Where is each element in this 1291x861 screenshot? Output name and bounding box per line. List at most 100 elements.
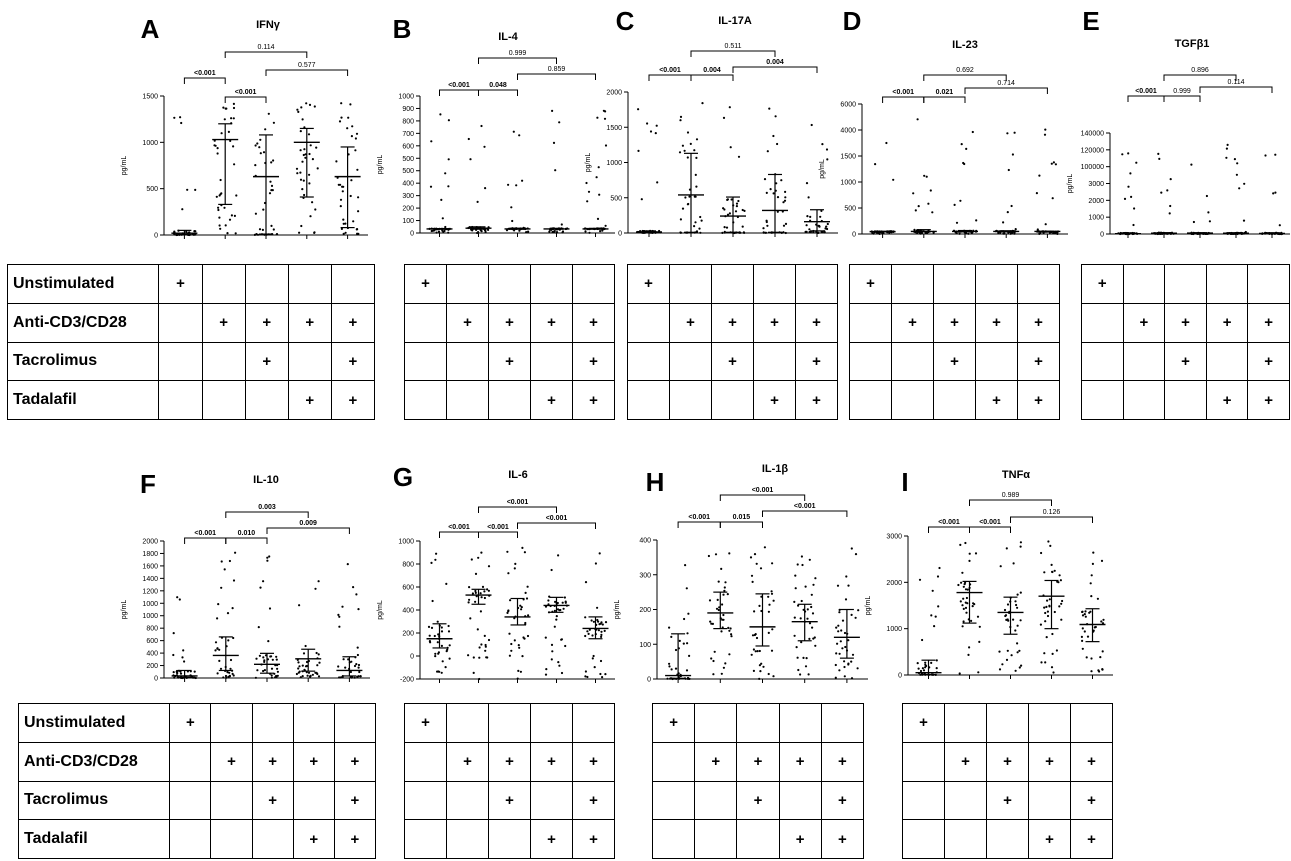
data-point: [758, 664, 762, 667]
data-point: [674, 667, 678, 670]
data-point: [1043, 571, 1046, 574]
data-point: [298, 231, 301, 234]
condition-cell: +: [333, 819, 377, 859]
data-point: [350, 135, 353, 138]
data-point: [272, 121, 275, 124]
bracket-line: [266, 527, 350, 534]
data-point: [551, 230, 554, 234]
data-point: [478, 677, 481, 681]
data-point: [766, 150, 769, 153]
condition-cell: +: [292, 819, 335, 859]
data-point: [808, 558, 811, 561]
data-point: [339, 183, 342, 186]
data-point: [753, 610, 756, 613]
condition-cell: +: [404, 264, 447, 304]
data-point: [962, 597, 965, 600]
data-point: [597, 629, 601, 632]
data-point: [679, 115, 683, 118]
condition-cell: [694, 703, 738, 743]
data-point: [1040, 661, 1043, 664]
data-point: [357, 196, 360, 199]
p-value-label: 0.999: [1173, 88, 1191, 95]
data-point: [338, 625, 341, 628]
data-point: [1016, 593, 1019, 596]
data-point: [340, 227, 343, 230]
data-point: [734, 210, 738, 213]
data-point: [315, 651, 318, 655]
data-point: [262, 580, 265, 583]
condition-row-label: Tadalafil: [17, 819, 171, 859]
data-point: [303, 148, 306, 151]
group-1-points: [636, 108, 662, 234]
condition-cell: +: [1070, 819, 1113, 859]
data-point: [1091, 562, 1094, 566]
data-point: [1046, 614, 1050, 618]
group-5-points: [1080, 551, 1105, 673]
data-point: [175, 233, 178, 236]
data-point: [723, 586, 726, 589]
data-point: [474, 589, 477, 593]
data-point: [686, 156, 689, 159]
y-axis-label: pg/mL: [614, 600, 621, 620]
data-point: [931, 589, 934, 592]
data-point: [258, 146, 261, 149]
condition-cell: [530, 780, 573, 821]
data-point: [270, 161, 273, 164]
data-point: [555, 231, 558, 234]
data-point: [436, 620, 439, 623]
condition-cell: +: [694, 741, 738, 782]
data-point: [468, 586, 471, 589]
y-tick-label: 400: [146, 651, 158, 658]
data-point: [342, 658, 345, 661]
condition-row: +: [627, 264, 838, 304]
data-point: [737, 155, 741, 158]
condition-cell: [404, 741, 447, 782]
condition-row: + +: [849, 380, 1060, 420]
data-point: [1160, 191, 1163, 194]
data-point: [301, 675, 304, 678]
data-point: [560, 638, 564, 641]
data-point: [1205, 194, 1208, 198]
condition-cell: +: [1247, 302, 1290, 343]
y-tick-label: 900: [402, 106, 414, 113]
data-point: [707, 554, 711, 558]
data-point: [180, 121, 183, 125]
data-point: [222, 106, 225, 109]
group-5-points: [1261, 153, 1283, 236]
bracket-line: [690, 50, 776, 57]
data-point: [338, 120, 342, 123]
y-tick-label: 1000: [142, 613, 158, 620]
data-point: [299, 178, 303, 181]
data-point: [694, 195, 697, 198]
data-point: [1006, 211, 1009, 214]
data-point: [1090, 574, 1093, 577]
condition-cell: [158, 302, 203, 343]
data-point: [681, 144, 685, 147]
data-point: [307, 133, 311, 136]
data-point: [226, 612, 230, 615]
data-point: [769, 188, 772, 191]
data-point: [1010, 204, 1013, 208]
data-point: [584, 581, 588, 584]
data-point: [878, 232, 881, 235]
y-tick-label: 200: [402, 206, 414, 213]
condition-cell: [1081, 302, 1124, 343]
condition-cell: +: [251, 741, 294, 782]
data-point: [353, 676, 356, 679]
condition-cell: [694, 819, 738, 859]
condition-cell: +: [778, 741, 822, 782]
data-point: [843, 675, 846, 678]
data-point: [752, 669, 756, 673]
y-tick-label: 600: [402, 585, 414, 592]
data-point: [444, 666, 447, 669]
condition-cell: [1122, 380, 1166, 420]
panel-i: I TNFα 0 1000 2000 3000 pg/mL <0.001 <0.001 0.126…: [865, 467, 1113, 680]
data-point: [447, 231, 450, 234]
data-point: [730, 633, 733, 636]
data-point: [916, 232, 919, 235]
data-point: [356, 653, 359, 657]
y-tick-label: 2000: [886, 580, 902, 587]
data-point: [1190, 163, 1193, 166]
data-point: [912, 192, 915, 195]
data-point: [924, 232, 928, 235]
